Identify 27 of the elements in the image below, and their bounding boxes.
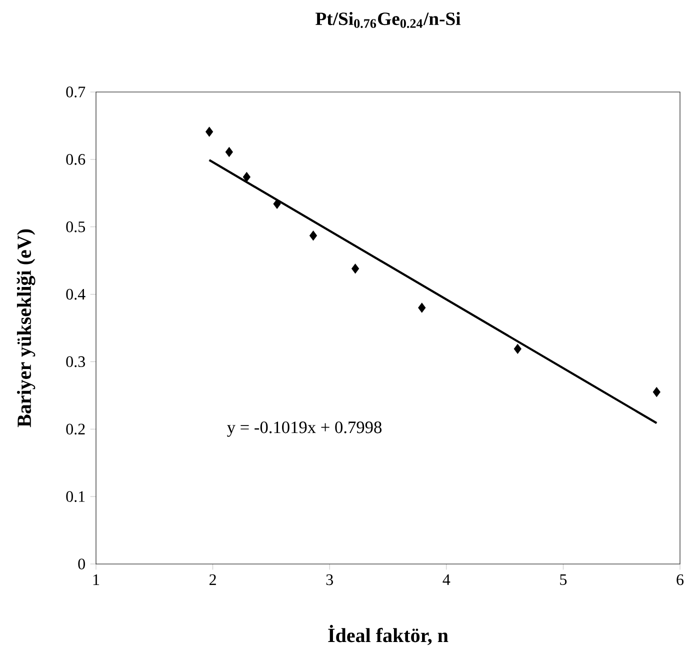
- point: [309, 230, 318, 241]
- x-tick-label: 2: [210, 574, 216, 585]
- point: [273, 198, 281, 209]
- point: [514, 344, 522, 354]
- y-tick-label: 0.3: [66, 356, 85, 368]
- point: [225, 147, 233, 157]
- y-tick-label: 0.2: [66, 424, 85, 435]
- annotation: y = -0.1019x + 0.7998: [227, 422, 382, 437]
- chart-title: Pt/Si$_{0.76}$Ge$_{0.24}$/n-Si: [316, 12, 461, 28]
- x-tick-label: 3: [326, 574, 333, 586]
- x-axis-title: İdeal faktör, n: [328, 624, 448, 646]
- y-tick-label: 0.7: [66, 86, 86, 98]
- point: [418, 302, 426, 313]
- point: [352, 264, 360, 274]
- y-tick-label: 0.1: [66, 491, 85, 502]
- x-tick-label: 1: [93, 574, 100, 585]
- y-tick-label: 0.4: [66, 288, 86, 300]
- point: [242, 172, 250, 182]
- x-tick-label: 4: [442, 574, 450, 585]
- x-tick-label: 5: [560, 574, 567, 586]
- point: [206, 126, 214, 137]
- y-tick-label: 0.6: [66, 154, 86, 165]
- y-tick-label: 0: [78, 558, 85, 570]
- y-axis-title: Bariyer yüksekliği (eV): [16, 229, 36, 428]
- point: [652, 387, 660, 397]
- y-tick-label: 0.5: [66, 221, 85, 232]
- x-tick-label: 6: [676, 574, 684, 586]
